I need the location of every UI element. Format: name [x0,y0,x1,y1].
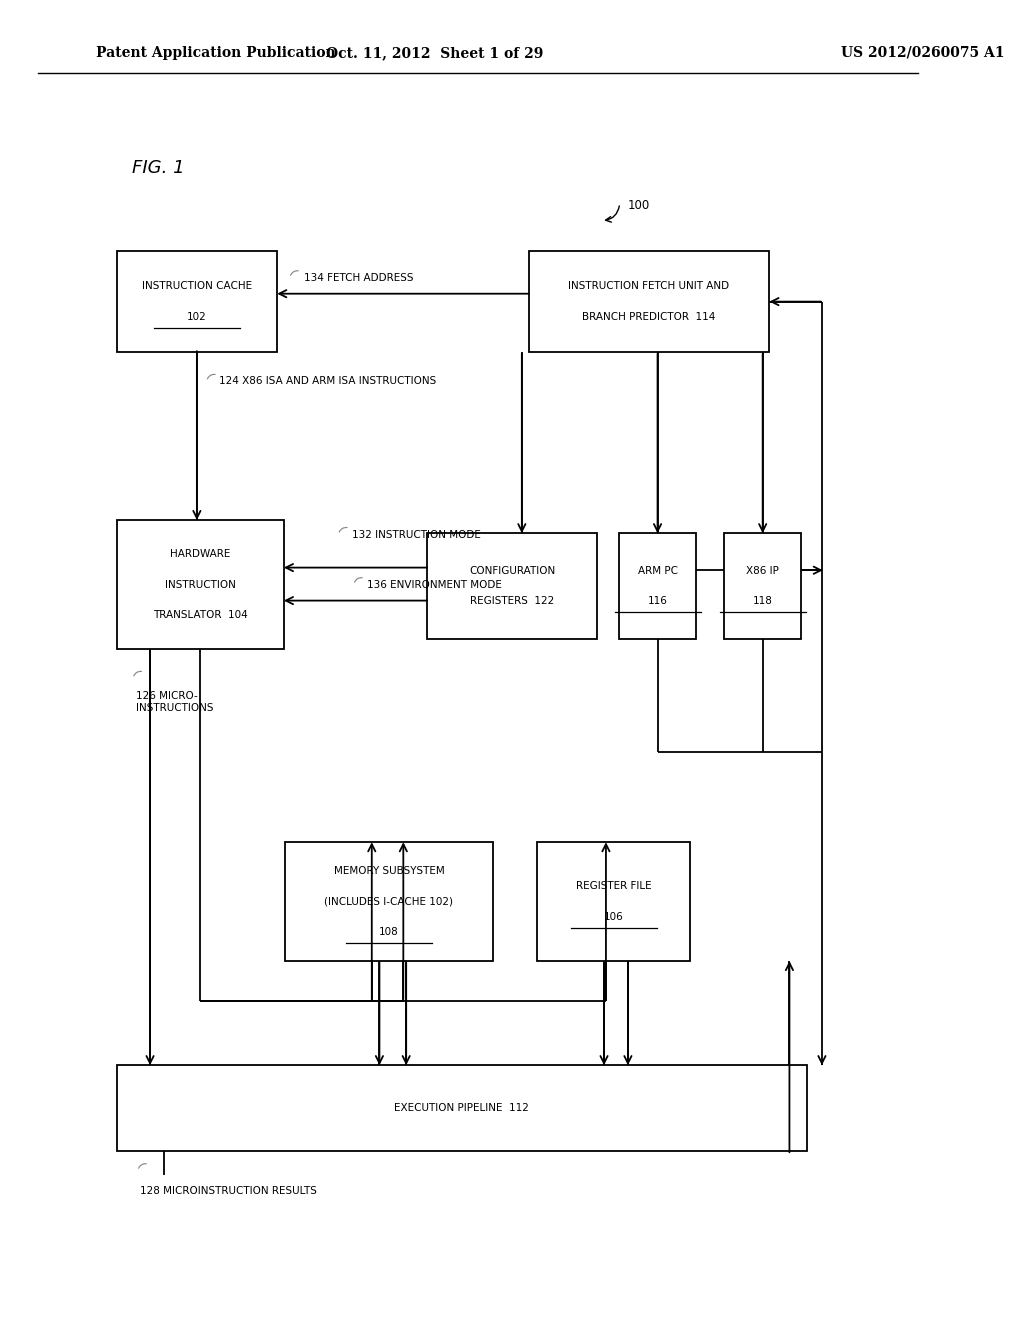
Bar [528,251,769,352]
Bar [427,533,597,639]
Bar [538,842,690,961]
Text: 124 X86 ISA AND ARM ISA INSTRUCTIONS: 124 X86 ISA AND ARM ISA INSTRUCTIONS [219,376,436,387]
Text: 136 ENVIRONMENT MODE: 136 ENVIRONMENT MODE [367,579,502,590]
Text: INSTRUCTION CACHE: INSTRUCTION CACHE [141,281,252,292]
Text: 134 FETCH ADDRESS: 134 FETCH ADDRESS [304,273,414,282]
Text: MEMORY SUBSYSTEM: MEMORY SUBSYSTEM [334,866,444,876]
Text: HARDWARE: HARDWARE [170,549,230,560]
Text: (INCLUDES I-CACHE 102): (INCLUDES I-CACHE 102) [325,896,454,907]
Text: 116: 116 [647,597,668,606]
Text: 118: 118 [753,597,773,606]
Bar [724,533,801,639]
Bar [117,520,284,649]
Text: 132 INSTRUCTION MODE: 132 INSTRUCTION MODE [351,529,480,540]
Text: X86 IP: X86 IP [746,566,779,576]
Text: 128 MICROINSTRUCTION RESULTS: 128 MICROINSTRUCTION RESULTS [140,1185,317,1196]
Text: TRANSLATOR  104: TRANSLATOR 104 [153,610,248,620]
Text: ARM PC: ARM PC [638,566,678,576]
Text: CONFIGURATION: CONFIGURATION [469,566,555,576]
Bar [117,251,278,352]
Text: Patent Application Publication: Patent Application Publication [95,46,335,59]
Text: BRANCH PREDICTOR  114: BRANCH PREDICTOR 114 [583,312,716,322]
Text: 100: 100 [628,199,650,213]
Text: FIG. 1: FIG. 1 [132,158,184,177]
Bar [285,842,494,961]
Text: 102: 102 [187,312,207,322]
Bar [117,1065,807,1151]
Text: REGISTERS  122: REGISTERS 122 [470,597,554,606]
Text: 126 MICRO-
INSTRUCTIONS: 126 MICRO- INSTRUCTIONS [136,692,213,713]
Text: INSTRUCTION FETCH UNIT AND: INSTRUCTION FETCH UNIT AND [568,281,729,292]
Text: 106: 106 [604,912,624,921]
Text: US 2012/0260075 A1: US 2012/0260075 A1 [841,46,1005,59]
Text: INSTRUCTION: INSTRUCTION [165,579,236,590]
Text: REGISTER FILE: REGISTER FILE [575,882,651,891]
Text: Oct. 11, 2012  Sheet 1 of 29: Oct. 11, 2012 Sheet 1 of 29 [327,46,544,59]
Bar [620,533,695,639]
Text: 108: 108 [379,927,399,937]
Text: EXECUTION PIPELINE  112: EXECUTION PIPELINE 112 [394,1104,529,1113]
